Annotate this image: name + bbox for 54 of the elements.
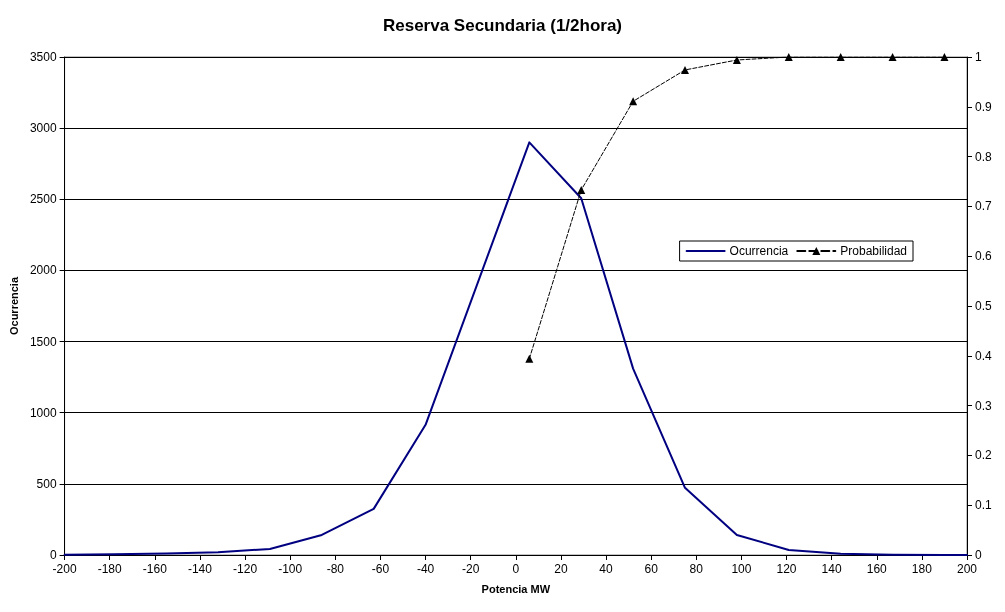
point — [836, 53, 845, 61]
legend-label: Probabilidad — [840, 244, 907, 258]
y2-tick-label: 1 — [975, 50, 982, 64]
point — [525, 354, 534, 363]
y-tick-label: 3500 — [29, 50, 57, 64]
line-series — [63, 141, 968, 556]
point — [888, 53, 897, 61]
point — [732, 55, 741, 64]
y-tick-label: 1000 — [29, 405, 57, 420]
x-tick-label: 80 — [689, 562, 704, 576]
x-tick-label: -20 — [462, 562, 480, 576]
y-tick-label: 0 — [49, 548, 57, 562]
x-tick-label: 200 — [956, 562, 978, 576]
x-tick-label: -180 — [97, 562, 123, 576]
y2-tick-label: 0.1 — [975, 498, 993, 513]
x-tick-label: 20 — [554, 562, 568, 576]
x-tick-label: 120 — [776, 562, 797, 576]
y2-tick-label: 0.7 — [975, 199, 993, 214]
x-tick-label: 60 — [644, 562, 659, 576]
x-tick-label: -120 — [233, 562, 258, 576]
y-axis-title: Ocurrencia — [7, 276, 20, 336]
y-tick-label: 2500 — [29, 192, 57, 207]
x-tick-label: -200 — [52, 562, 77, 576]
point — [784, 53, 793, 61]
y2-tick-label: 0.2 — [975, 448, 993, 463]
chart-title: Reserva Secundaria (1/2hora) — [382, 16, 623, 35]
x-tick-label: -140 — [187, 562, 213, 576]
x-tick-label: -60 — [371, 562, 390, 576]
point — [681, 65, 689, 74]
y2-tick-label: 0.5 — [975, 299, 993, 313]
y2-tick-label: 0.8 — [975, 149, 993, 164]
x-tick-label: 100 — [731, 562, 752, 576]
x-tick-label: 140 — [821, 562, 842, 576]
x-tick-label: 180 — [911, 562, 933, 576]
y2-tick-label: 0 — [975, 548, 982, 562]
x-tick-label: -100 — [278, 562, 303, 576]
x-tick-label: -80 — [326, 562, 345, 576]
y2-tick-label: 0.9 — [975, 99, 993, 114]
y-tick-label: 3000 — [29, 121, 57, 136]
y2-tick-label: 0.4 — [975, 348, 993, 363]
x-tick-label: -40 — [416, 562, 435, 576]
point — [940, 53, 949, 61]
point — [577, 185, 586, 194]
y-tick-label: 1500 — [29, 334, 57, 349]
x-axis-title: Potencia MW — [481, 582, 551, 595]
y2-tick-label: 0.6 — [975, 249, 993, 264]
y2-tick-label: 0.3 — [975, 398, 993, 413]
x-tick-label: -160 — [142, 562, 168, 576]
x-tick-label: 0 — [512, 562, 520, 576]
x-tick-label: 160 — [866, 562, 888, 576]
y-tick-label: 2000 — [29, 263, 57, 278]
x-tick-label: 40 — [599, 562, 614, 576]
y-tick-label: 500 — [36, 476, 57, 491]
legend-label: Ocurrencia — [729, 244, 789, 258]
